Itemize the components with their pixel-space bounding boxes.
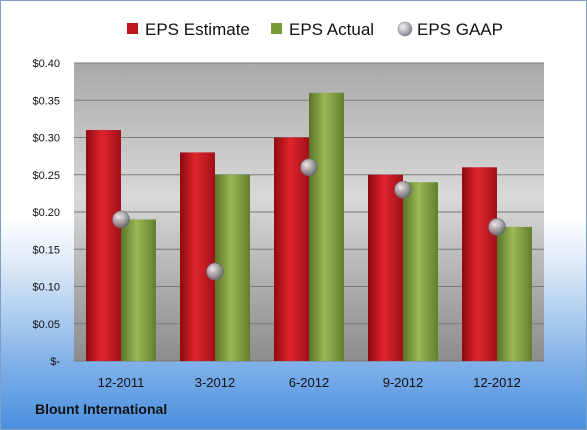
y-tick-label: $0.05: [32, 319, 60, 331]
legend-label: EPS Actual: [289, 20, 374, 39]
y-tick-label: $0.35: [32, 95, 60, 107]
y-tick-label: $-: [50, 356, 60, 368]
estimate-bar: [180, 152, 215, 361]
y-axis: $- $0.05 $0.10 $0.15 $0.20 $0.25 $0.30 $0.35 $0.…: [32, 58, 60, 368]
legend: EPS Estimate EPS Actual EPS GAAP: [127, 20, 503, 39]
actual-bar: [309, 92, 344, 362]
x-tick-label: 3-2012: [195, 375, 235, 390]
gaap-marker: [112, 210, 130, 229]
x-axis: 12-2011 3-2012 6-2012 9-2012 12-2012: [98, 375, 521, 390]
gaap-marker: [206, 262, 224, 281]
estimate-bar: [86, 130, 121, 361]
gaap-marker: [300, 158, 318, 177]
y-tick-label: $0.40: [32, 58, 60, 70]
gaap-marker: [488, 218, 506, 236]
estimate-bar: [368, 174, 403, 361]
gaap-markers: [112, 158, 506, 281]
legend-swatch-actual: [271, 23, 282, 34]
y-tick-label: $0.10: [32, 282, 60, 294]
estimate-bar: [462, 167, 497, 361]
legend-swatch-estimate: [127, 23, 138, 34]
x-tick-label: 9-2012: [383, 375, 423, 390]
y-tick-label: $0.15: [32, 244, 60, 256]
estimate-bar: [274, 137, 309, 361]
gaap-marker: [394, 180, 412, 199]
legend-label: EPS GAAP: [417, 20, 503, 39]
eps-chart: EPS Estimate EPS Actual EPS GAAP $- $0.05 $0…: [32, 20, 544, 390]
x-tick-label: 6-2012: [289, 375, 329, 390]
actual-bar: [121, 219, 156, 361]
legend-swatch-gaap: [397, 21, 413, 37]
x-tick-label: 12-2011: [98, 375, 145, 390]
x-tick-label: 12-2012: [473, 375, 521, 390]
company-name: Blount International: [35, 401, 168, 417]
y-tick-label: $0.25: [32, 170, 60, 182]
actual-bar: [497, 226, 532, 361]
y-tick-label: $0.20: [32, 207, 60, 219]
y-tick-label: $0.30: [32, 133, 60, 145]
actual-bar: [403, 182, 438, 361]
bars: [86, 92, 532, 362]
legend-label: EPS Estimate: [145, 20, 250, 39]
